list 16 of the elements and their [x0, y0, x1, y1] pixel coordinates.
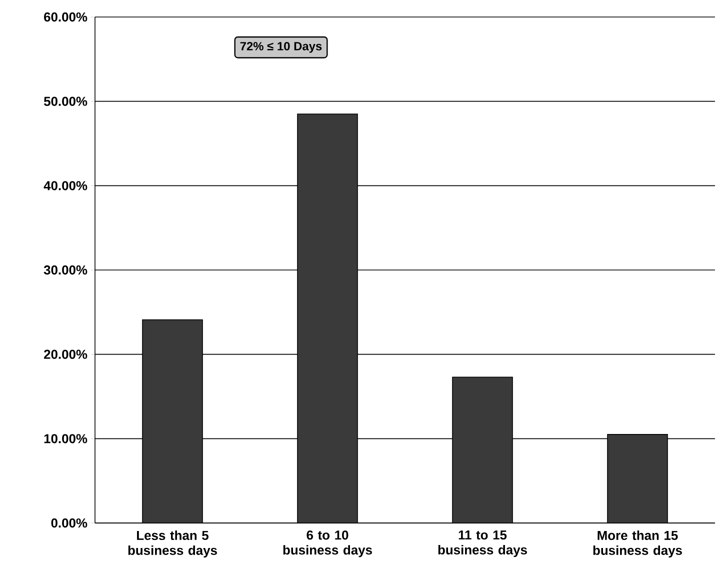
- annotation: 72% ≤ 10 Days: [240, 42, 322, 53]
- x-tick-label: More than 15 business days: [593, 530, 682, 558]
- y-tick-label: 40.00%: [44, 181, 88, 190]
- y-tick-label: 50.00%: [44, 96, 88, 106]
- x-tick-label: Less than 5 business days: [128, 530, 217, 558]
- bar: [607, 434, 668, 523]
- x-tick-label: 11 to 15 business days: [438, 530, 527, 558]
- bar: [297, 114, 358, 523]
- y-tick-label: 20.00%: [44, 350, 88, 359]
- x-tick-label: 6 to 10 business days: [283, 530, 372, 558]
- y-tick-label: 30.00%: [44, 265, 88, 275]
- y-tick-label: 60.00%: [44, 12, 88, 22]
- bar: [142, 319, 203, 523]
- bar: [452, 376, 513, 523]
- y-tick-label: 10.00%: [44, 434, 88, 444]
- y-tick-label: 0.00%: [51, 518, 88, 528]
